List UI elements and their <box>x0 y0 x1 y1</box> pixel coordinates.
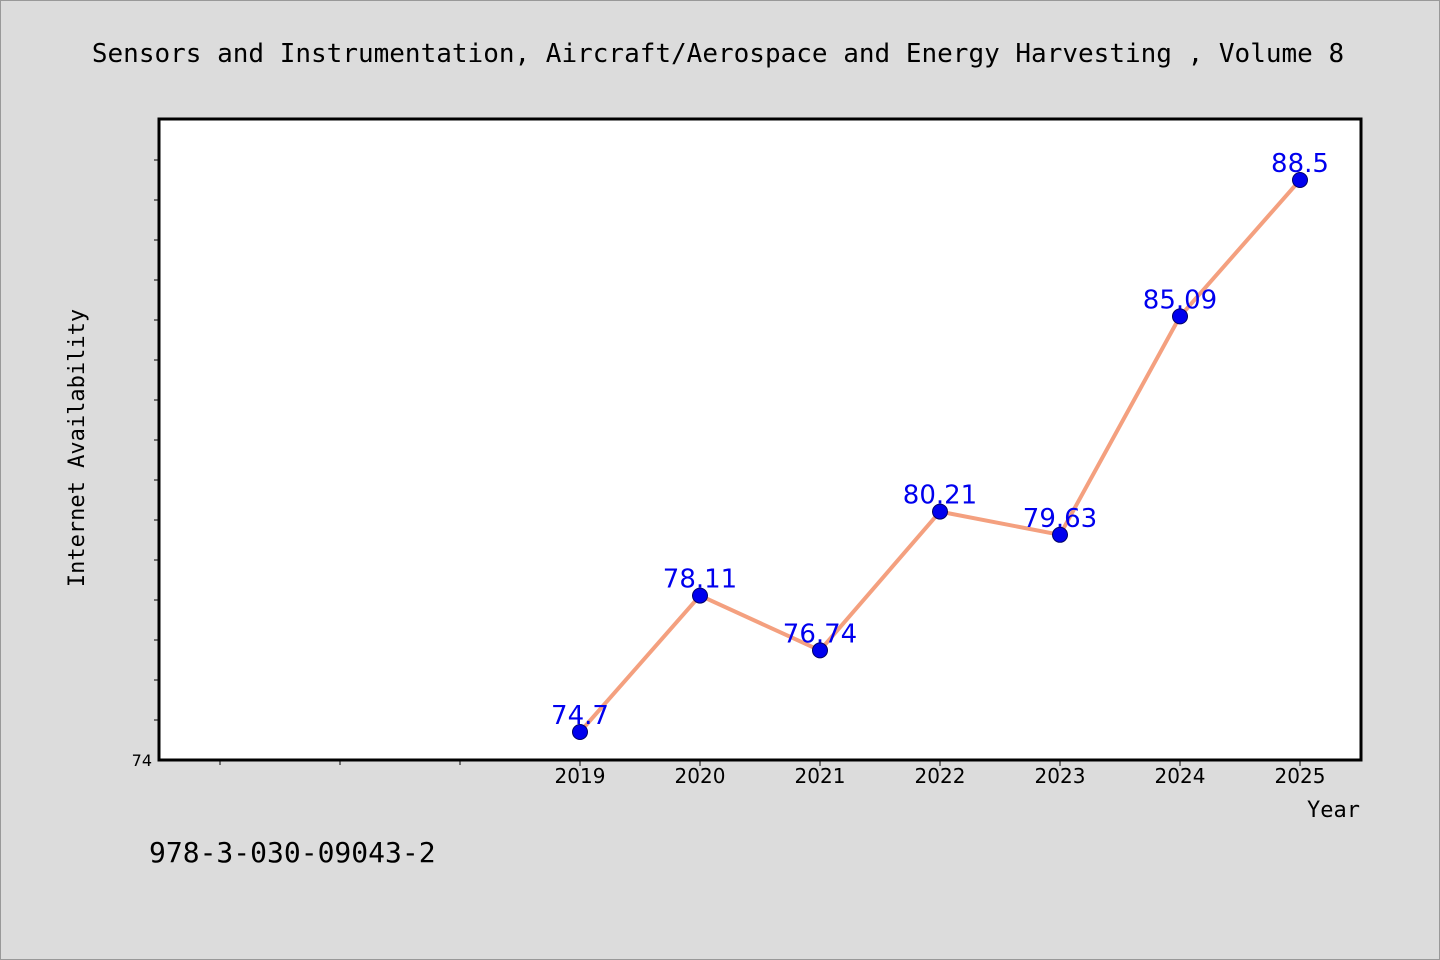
x-tick-label: 2024 <box>1155 764 1206 788</box>
series-layer: 74.7 78.11 76.74 80.21 79.63 85.09 88.5 <box>551 149 1329 740</box>
data-label: 78.11 <box>663 565 737 595</box>
y-axis-title: Internet Availability <box>65 309 90 587</box>
plot-area <box>157 117 1363 762</box>
x-tick-label: 2025 <box>1275 764 1326 788</box>
data-label: 74.7 <box>551 701 609 731</box>
x-tick-label: 2019 <box>555 764 606 788</box>
x-axis-title: Year <box>1307 798 1360 823</box>
data-point <box>1292 172 1308 188</box>
chart-title: Sensors and Instrumentation, Aircraft/Ae… <box>92 39 1344 69</box>
data-point <box>1052 526 1068 543</box>
isbn-footer: 978-3-030-09043-2 <box>149 836 436 869</box>
x-axis-ticks: 2019 2020 2021 2022 2023 2024 2025 <box>555 761 1326 788</box>
data-label: 88.5 <box>1271 149 1329 179</box>
data-point <box>572 724 588 740</box>
x-tick-label: 2021 <box>795 764 846 788</box>
y-axis-ticks: 74 <box>132 159 159 770</box>
data-label: 79.63 <box>1023 504 1097 534</box>
data-point <box>1172 308 1188 325</box>
x-axis-minor-ticks <box>219 761 461 765</box>
data-label: 76.74 <box>783 619 857 649</box>
data-label: 80.21 <box>903 481 977 511</box>
x-tick-label: 2020 <box>675 764 726 788</box>
x-tick-label: 2022 <box>915 764 966 788</box>
data-point <box>932 503 948 520</box>
data-point <box>812 642 828 659</box>
data-label: 85.09 <box>1143 285 1217 315</box>
data-point <box>692 587 708 604</box>
y-tick-label: 74 <box>132 751 152 770</box>
x-tick-label: 2023 <box>1035 764 1086 788</box>
